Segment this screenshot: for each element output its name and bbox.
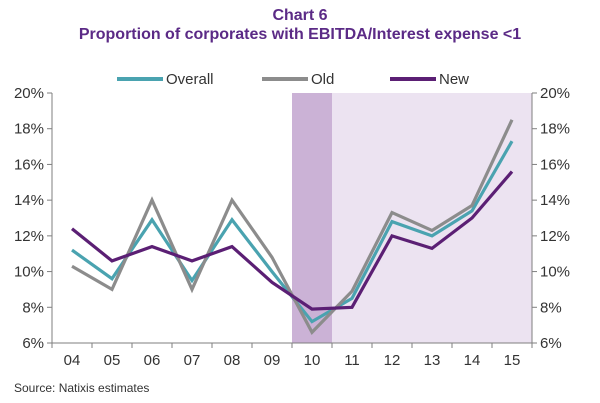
y-tick-label-left: 12% (14, 228, 44, 245)
y-tick-label-right: 6% (540, 335, 562, 352)
y-tick-label-left: 8% (22, 299, 44, 316)
legend-label-old: Old (311, 71, 334, 88)
x-tick-label: 04 (64, 352, 81, 369)
legend-label-overall: Overall (166, 71, 214, 88)
y-tick-label-left: 14% (14, 192, 44, 209)
shaded-region-2 (332, 93, 532, 343)
y-tick-label-left: 18% (14, 121, 44, 138)
chart-title: Chart 6 (272, 7, 328, 24)
x-tick-label: 14 (464, 352, 481, 369)
y-tick-label-left: 20% (14, 85, 44, 102)
x-tick-label: 13 (424, 352, 441, 369)
x-tick-label: 10 (304, 352, 321, 369)
y-tick-label-right: 16% (540, 156, 570, 173)
legend-label-new: New (439, 71, 469, 88)
x-tick-label: 06 (144, 352, 161, 369)
y-tick-label-right: 10% (540, 264, 570, 281)
x-tick-label: 08 (224, 352, 241, 369)
y-tick-label-right: 14% (540, 192, 570, 209)
series-line-new (70, 170, 514, 311)
x-tick-label: 11 (344, 352, 360, 369)
x-tick-label: 09 (264, 352, 281, 369)
chart-subtitle: Proportion of corporates with EBITDA/Int… (78, 26, 522, 43)
x-tick-label: 15 (504, 352, 521, 369)
y-tick-label-left: 10% (14, 264, 44, 281)
x-tick-label: 05 (104, 352, 121, 369)
y-tick-label-left: 6% (22, 335, 44, 352)
source-note: Source: Natixis estimates (14, 381, 150, 395)
y-tick-label-right: 8% (540, 299, 562, 316)
x-tick-label: 07 (184, 352, 201, 369)
y-tick-label-left: 16% (14, 156, 44, 173)
x-tick-label: 12 (384, 352, 401, 369)
y-tick-label-right: 18% (540, 121, 570, 138)
y-tick-label-right: 20% (540, 85, 570, 102)
y-tick-label-right: 12% (540, 228, 570, 245)
